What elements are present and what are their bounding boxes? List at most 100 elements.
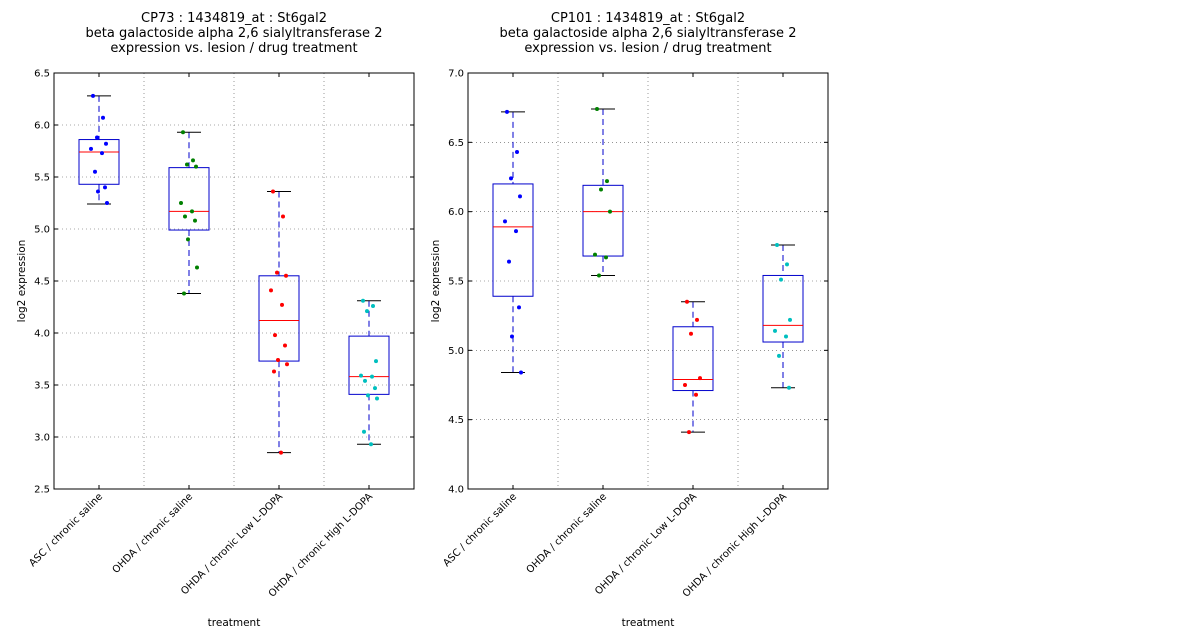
data-point: [89, 146, 93, 151]
y-tick-label: 2.5: [34, 485, 50, 496]
data-point: [689, 331, 693, 336]
x-axis-label: treatment: [208, 617, 261, 629]
data-point: [285, 362, 289, 367]
x-tick-label: OHDA / chronic High L-DOPA: [681, 491, 789, 599]
data-point: [685, 299, 689, 304]
x-tick-label: ASC / chronic saline: [441, 491, 519, 569]
data-point: [370, 374, 374, 379]
data-point: [101, 115, 105, 120]
data-point: [694, 392, 698, 397]
data-point: [608, 209, 612, 214]
x-tick-label: OHDA / chronic saline: [111, 491, 196, 576]
data-point: [369, 442, 373, 447]
data-point: [271, 189, 275, 194]
data-point: [599, 187, 603, 192]
data-point: [505, 109, 509, 114]
data-point: [105, 201, 109, 205]
data-point: [695, 317, 699, 322]
data-point: [195, 265, 199, 270]
data-point: [183, 214, 187, 219]
data-point: [779, 277, 783, 282]
y-tick-label: 6.0: [34, 121, 50, 132]
y-tick-label: 6.0: [448, 207, 464, 218]
data-point: [605, 179, 609, 184]
y-axis-label: log2 expression: [16, 240, 28, 323]
data-point: [518, 194, 522, 199]
y-tick-label: 5.5: [34, 173, 50, 184]
data-point: [279, 450, 283, 455]
data-point: [366, 393, 370, 398]
data-point: [374, 359, 378, 364]
data-point: [272, 369, 276, 374]
x-tick-label: OHDA / chronic Low L-DOPA: [179, 491, 285, 597]
data-point: [597, 273, 601, 278]
y-axis-label: log2 expression: [430, 240, 442, 323]
data-point: [788, 317, 792, 322]
data-point: [698, 376, 702, 381]
y-tick-label: 6.5: [34, 69, 50, 80]
data-point: [514, 229, 518, 234]
data-point: [517, 305, 521, 310]
data-point: [365, 309, 369, 314]
data-point: [373, 386, 377, 391]
y-tick-label: 5.0: [448, 346, 464, 357]
data-point: [595, 107, 599, 112]
chart-title-line: beta galactoside alpha 2,6 sialyltransfe…: [86, 26, 383, 41]
y-tick-label: 5.0: [34, 225, 50, 236]
data-point: [95, 135, 99, 140]
data-point: [509, 176, 513, 181]
data-point: [593, 252, 597, 257]
data-point: [519, 370, 523, 375]
data-point: [361, 298, 365, 303]
x-tick-label: OHDA / chronic saline: [525, 491, 610, 576]
y-tick-label: 4.5: [448, 415, 464, 426]
data-point: [281, 214, 285, 219]
data-point: [773, 328, 777, 333]
box-iqr: [258, 275, 300, 362]
y-tick-label: 5.5: [448, 277, 464, 288]
data-point: [363, 378, 367, 383]
data-point: [185, 162, 189, 167]
data-point: [283, 343, 287, 348]
data-point: [100, 151, 104, 156]
box-iqr: [762, 274, 804, 343]
data-point: [775, 242, 779, 247]
y-tick-label: 4.0: [34, 329, 50, 340]
data-point: [785, 262, 789, 267]
data-point: [503, 219, 507, 224]
y-tick-label: 7.0: [448, 69, 464, 80]
chart-title-line: beta galactoside alpha 2,6 sialyltransfe…: [500, 26, 797, 41]
y-tick-label: 3.0: [34, 433, 50, 444]
data-point: [777, 353, 781, 358]
chart-title-line: expression vs. lesion / drug treatment: [524, 41, 771, 56]
data-point: [275, 270, 279, 275]
y-tick-label: 4.0: [448, 485, 464, 496]
y-tick-label: 6.5: [448, 138, 464, 149]
chart-title-line: expression vs. lesion / drug treatment: [110, 41, 357, 56]
data-point: [103, 185, 107, 190]
box-iqr: [582, 184, 624, 257]
data-point: [280, 302, 284, 307]
data-point: [194, 164, 198, 169]
data-point: [787, 385, 791, 390]
data-point: [190, 209, 194, 214]
data-point: [181, 130, 185, 135]
x-tick-label: OHDA / chronic Low L-DOPA: [593, 491, 699, 597]
data-point: [604, 255, 608, 260]
x-tick-label: OHDA / chronic High L-DOPA: [267, 491, 375, 599]
data-point: [179, 201, 183, 205]
data-point: [683, 383, 687, 387]
data-point: [269, 288, 273, 293]
box-iqr: [492, 183, 534, 297]
data-point: [515, 150, 519, 155]
chart-title-line: CP101 : 1434819_at : St6gal2: [551, 11, 745, 26]
data-point: [186, 237, 190, 242]
y-tick-label: 3.5: [34, 381, 50, 392]
y-tick-label: 4.5: [34, 277, 50, 288]
data-point: [375, 396, 379, 401]
data-point: [93, 169, 97, 174]
data-point: [362, 429, 366, 434]
